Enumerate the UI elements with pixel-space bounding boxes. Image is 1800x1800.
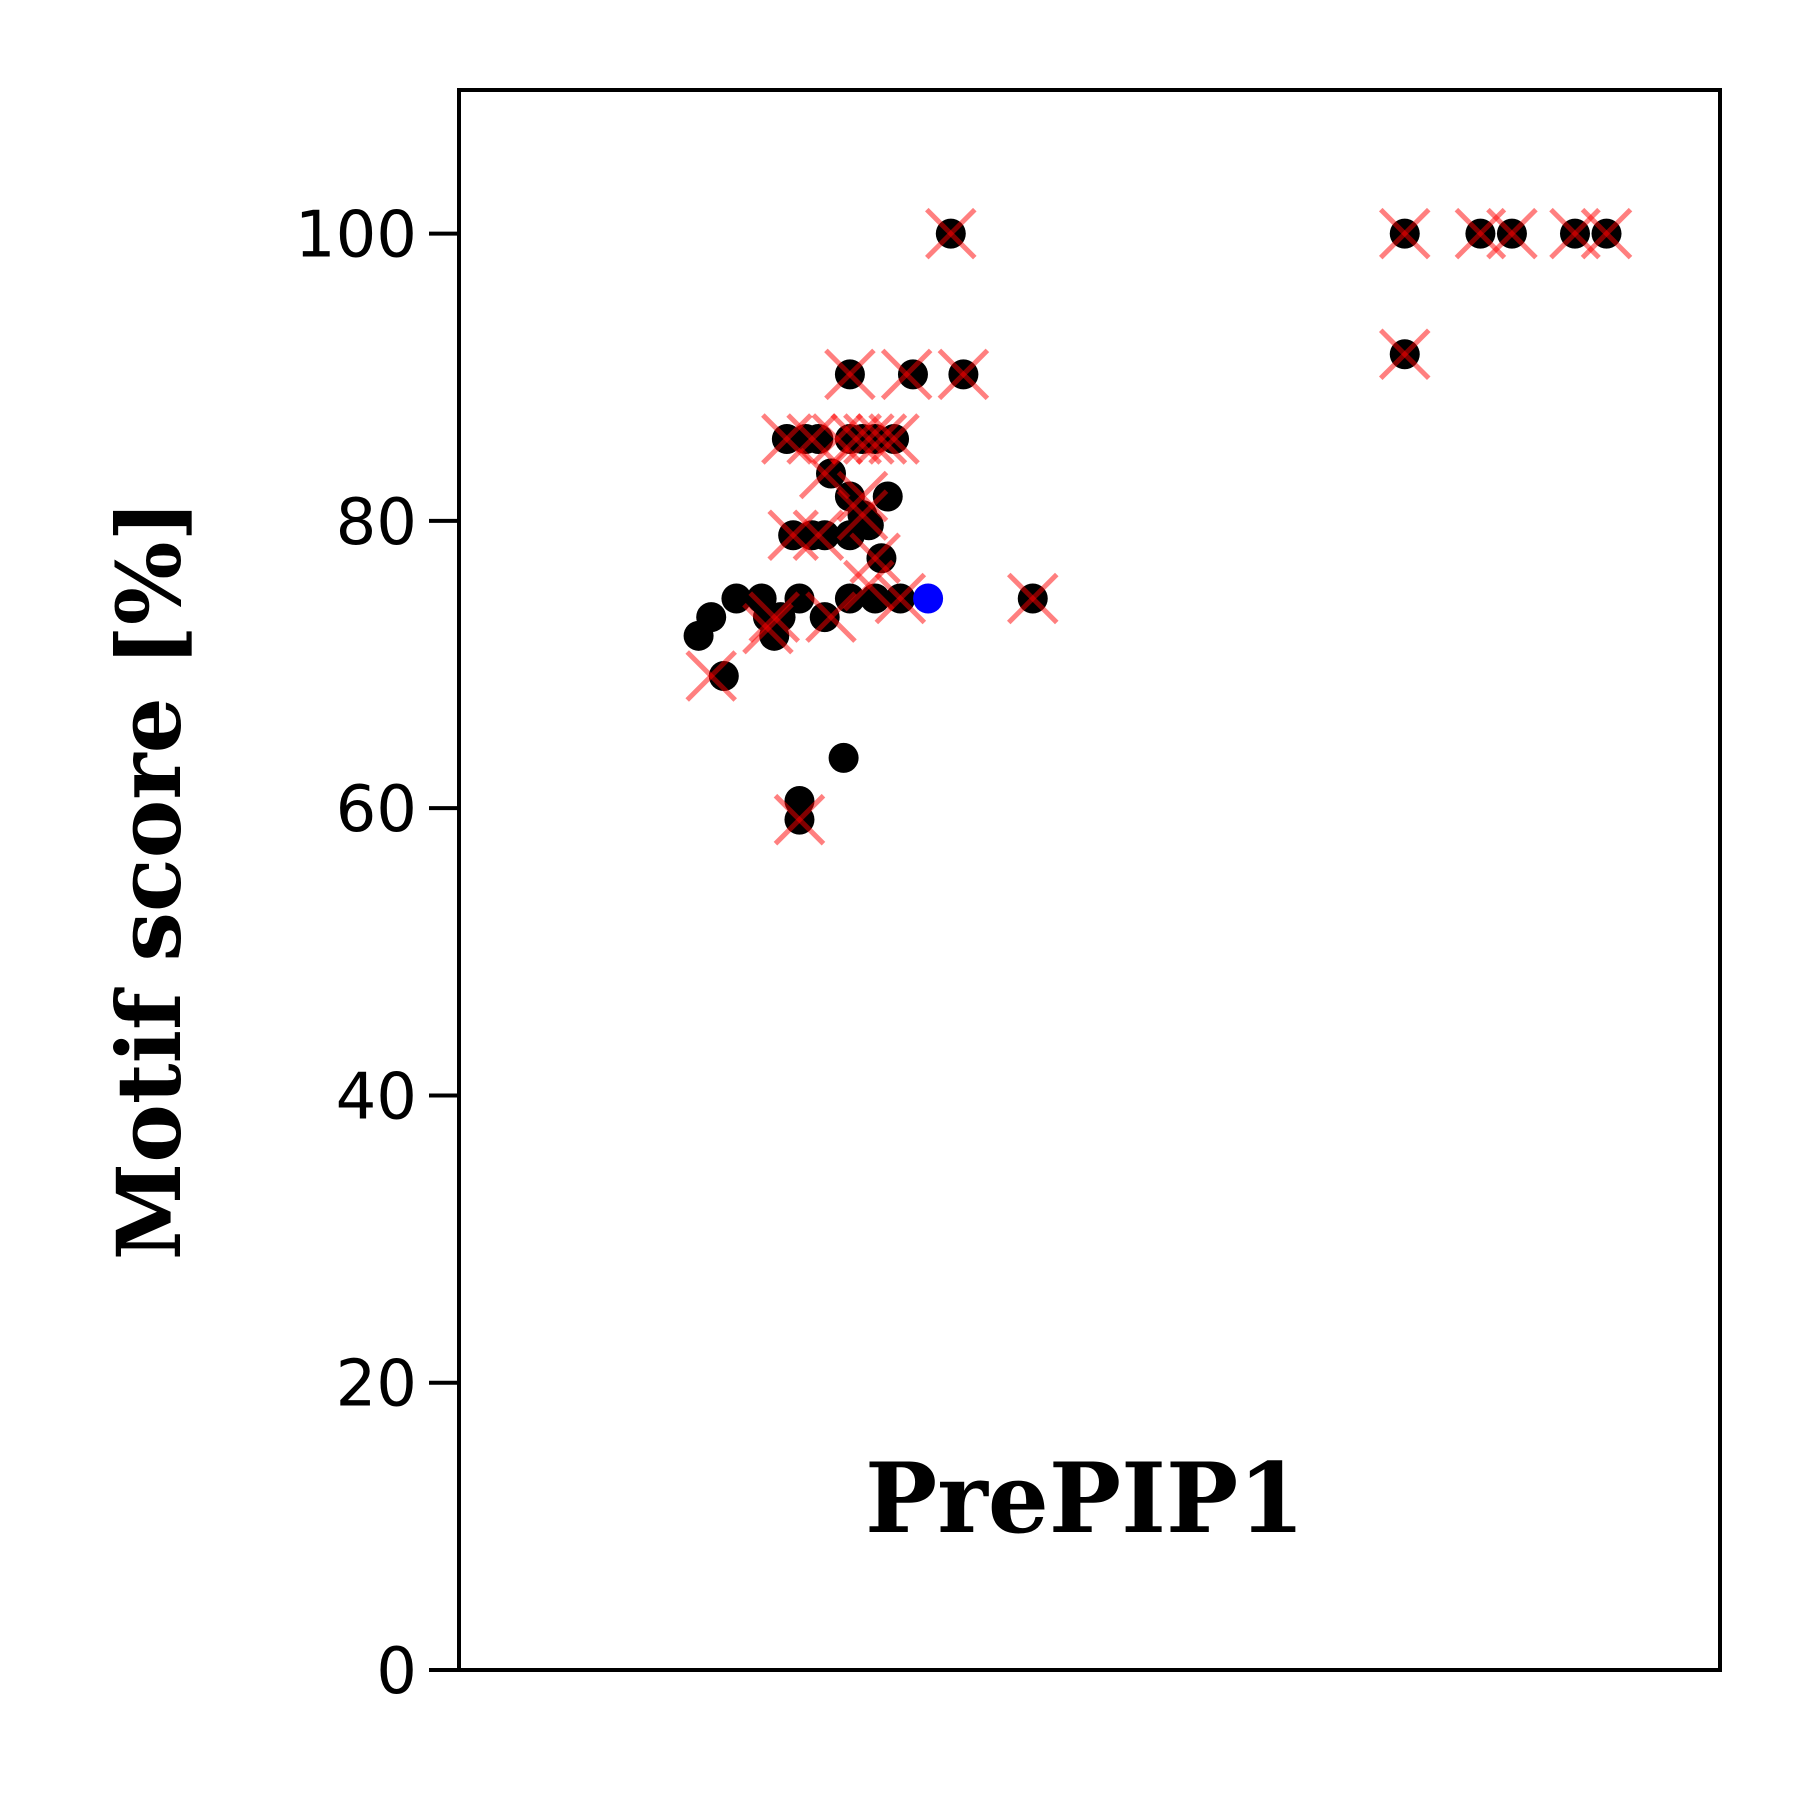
red-cross-marker — [1580, 207, 1633, 260]
red-cross-marker — [1378, 207, 1431, 260]
y-axis-ticks: 0 20 40 60 80 100 — [295, 199, 459, 1709]
red-cross-marker — [767, 509, 819, 562]
scatter-points — [683, 207, 1633, 846]
red-cross-marker — [849, 532, 901, 585]
red-cross-marker — [880, 348, 933, 401]
black-point — [866, 543, 897, 574]
red-cross-marker — [836, 489, 889, 541]
blue-point — [913, 583, 944, 614]
panel-annotation: PrePIP1 — [865, 1442, 1305, 1555]
red-cross-marker — [836, 470, 889, 523]
y-tick-label: 0 — [376, 1635, 417, 1709]
red-cross-marker — [792, 509, 845, 562]
y-tick-label: 20 — [336, 1348, 417, 1422]
black-point — [815, 458, 846, 489]
red-cross-marker — [855, 413, 908, 465]
red-cross-marker — [685, 650, 737, 702]
black-point — [809, 520, 840, 551]
red-cross-marker — [1486, 207, 1538, 260]
red-cross-marker — [773, 793, 826, 846]
y-tick-label: 80 — [336, 486, 417, 560]
red-cross-marker — [1006, 572, 1059, 625]
red-cross-marker — [937, 348, 990, 401]
black-point — [809, 602, 840, 633]
red-cross-marker — [874, 572, 927, 625]
black-point — [860, 583, 891, 614]
y-tick-label: 100 — [295, 199, 417, 273]
y-axis-label: Motif score [%] — [97, 500, 201, 1260]
red-cross-marker — [748, 591, 801, 643]
y-tick-label: 40 — [336, 1060, 417, 1134]
black-point — [872, 481, 903, 512]
red-cross-marker — [786, 413, 838, 465]
red-cross-marker — [824, 348, 876, 401]
black-point — [828, 742, 859, 773]
black-point — [696, 602, 727, 633]
y-tick-label: 60 — [336, 773, 417, 847]
red-cross-marker — [1378, 328, 1431, 381]
red-cross-marker — [805, 591, 857, 643]
plot-frame — [457, 88, 1722, 1672]
red-cross-marker — [830, 413, 882, 465]
red-cross-marker — [868, 413, 920, 465]
red-cross-marker — [742, 602, 794, 655]
black-point — [897, 359, 928, 390]
red-cross-marker — [843, 413, 895, 465]
red-cross-marker — [925, 207, 977, 260]
black-point — [803, 424, 834, 455]
